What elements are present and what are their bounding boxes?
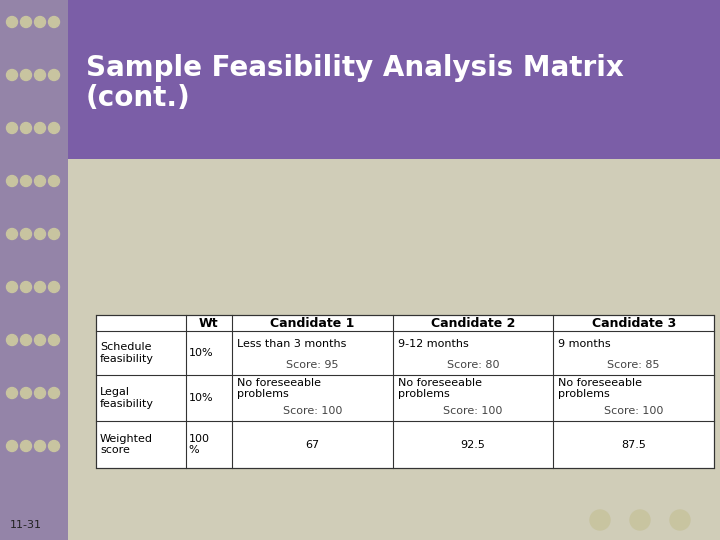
- Circle shape: [20, 334, 32, 346]
- Circle shape: [48, 228, 60, 240]
- Circle shape: [6, 17, 17, 28]
- Circle shape: [6, 228, 17, 240]
- Circle shape: [20, 17, 32, 28]
- Circle shape: [630, 510, 650, 530]
- Text: Weighted
score: Weighted score: [100, 434, 153, 455]
- Text: 10%: 10%: [189, 348, 213, 358]
- Text: 9 months: 9 months: [558, 339, 611, 349]
- Circle shape: [590, 510, 610, 530]
- Text: Less than 3 months: Less than 3 months: [237, 339, 346, 349]
- Circle shape: [20, 388, 32, 399]
- Circle shape: [6, 441, 17, 451]
- Text: Score: 100: Score: 100: [604, 406, 663, 416]
- Circle shape: [48, 281, 60, 293]
- Text: Score: 85: Score: 85: [608, 360, 660, 370]
- Circle shape: [20, 281, 32, 293]
- Circle shape: [35, 334, 45, 346]
- Circle shape: [35, 17, 45, 28]
- Circle shape: [35, 228, 45, 240]
- Circle shape: [35, 70, 45, 80]
- Circle shape: [35, 123, 45, 133]
- Bar: [68, 0, 720, 159]
- Text: Candidate 2: Candidate 2: [431, 316, 516, 329]
- Circle shape: [48, 123, 60, 133]
- Circle shape: [20, 176, 32, 186]
- Circle shape: [6, 281, 17, 293]
- Circle shape: [48, 441, 60, 451]
- Text: Score: 95: Score: 95: [286, 360, 338, 370]
- Circle shape: [6, 123, 17, 133]
- Circle shape: [6, 388, 17, 399]
- Circle shape: [35, 176, 45, 186]
- Text: Candidate 3: Candidate 3: [592, 316, 676, 329]
- Circle shape: [20, 70, 32, 80]
- Circle shape: [20, 441, 32, 451]
- Text: (cont.): (cont.): [86, 84, 191, 112]
- Circle shape: [6, 176, 17, 186]
- Text: 11-31: 11-31: [10, 520, 42, 530]
- Text: Score: 100: Score: 100: [283, 406, 342, 416]
- Text: Candidate 1: Candidate 1: [270, 316, 354, 329]
- Text: Wt: Wt: [199, 316, 219, 329]
- Text: 87.5: 87.5: [621, 440, 646, 450]
- Circle shape: [35, 441, 45, 451]
- Circle shape: [20, 123, 32, 133]
- Circle shape: [48, 70, 60, 80]
- Text: 9-12 months: 9-12 months: [397, 339, 469, 349]
- Text: No foreseeable
problems: No foreseeable problems: [237, 378, 321, 400]
- Text: No foreseeable
problems: No foreseeable problems: [397, 378, 482, 400]
- Text: 10%: 10%: [189, 393, 213, 403]
- Circle shape: [48, 388, 60, 399]
- Circle shape: [48, 334, 60, 346]
- Text: Score: 100: Score: 100: [444, 406, 503, 416]
- Circle shape: [20, 228, 32, 240]
- Bar: [0, 0, 68, 540]
- Text: 67: 67: [305, 440, 320, 450]
- Text: No foreseeable
problems: No foreseeable problems: [558, 378, 642, 400]
- Circle shape: [48, 176, 60, 186]
- Circle shape: [35, 281, 45, 293]
- Text: Legal
feasibility: Legal feasibility: [100, 387, 154, 409]
- Bar: [96, 315, 714, 468]
- Circle shape: [670, 510, 690, 530]
- Text: 100
%: 100 %: [189, 434, 210, 455]
- Text: Schedule
feasibility: Schedule feasibility: [100, 342, 154, 363]
- Text: Score: 80: Score: 80: [446, 360, 499, 370]
- Circle shape: [48, 17, 60, 28]
- Circle shape: [6, 70, 17, 80]
- Circle shape: [6, 334, 17, 346]
- Circle shape: [35, 388, 45, 399]
- Text: 92.5: 92.5: [461, 440, 485, 450]
- Text: Sample Feasibility Analysis Matrix: Sample Feasibility Analysis Matrix: [86, 53, 624, 82]
